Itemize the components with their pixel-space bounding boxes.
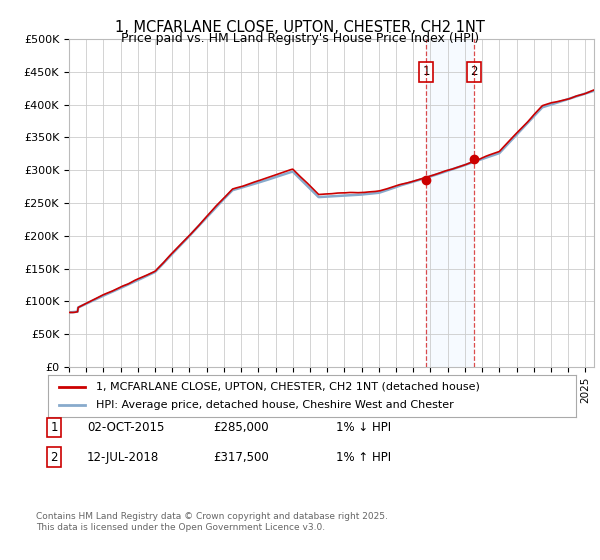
Text: £285,000: £285,000: [213, 421, 269, 434]
Bar: [426, 39, 474, 367]
Text: HPI: Average price, detached house, Cheshire West and Chester: HPI: Average price, detached house, Ches…: [95, 400, 453, 410]
Text: £317,500: £317,500: [213, 451, 269, 464]
Text: Contains HM Land Registry data © Crown copyright and database right 2025.
This d: Contains HM Land Registry data © Crown c…: [36, 512, 388, 532]
Text: 1% ↓ HPI: 1% ↓ HPI: [336, 421, 391, 434]
Text: 1: 1: [50, 421, 58, 434]
Text: Price paid vs. HM Land Registry's House Price Index (HPI): Price paid vs. HM Land Registry's House …: [121, 32, 479, 45]
Text: 1% ↑ HPI: 1% ↑ HPI: [336, 451, 391, 464]
Text: 1, MCFARLANE CLOSE, UPTON, CHESTER, CH2 1NT (detached house): 1, MCFARLANE CLOSE, UPTON, CHESTER, CH2 …: [95, 382, 479, 392]
Text: 02-OCT-2015: 02-OCT-2015: [87, 421, 164, 434]
Text: 12-JUL-2018: 12-JUL-2018: [87, 451, 159, 464]
Text: 1: 1: [422, 66, 430, 78]
Text: 2: 2: [470, 66, 478, 78]
Text: 2: 2: [50, 451, 58, 464]
Text: 1, MCFARLANE CLOSE, UPTON, CHESTER, CH2 1NT: 1, MCFARLANE CLOSE, UPTON, CHESTER, CH2 …: [115, 20, 485, 35]
